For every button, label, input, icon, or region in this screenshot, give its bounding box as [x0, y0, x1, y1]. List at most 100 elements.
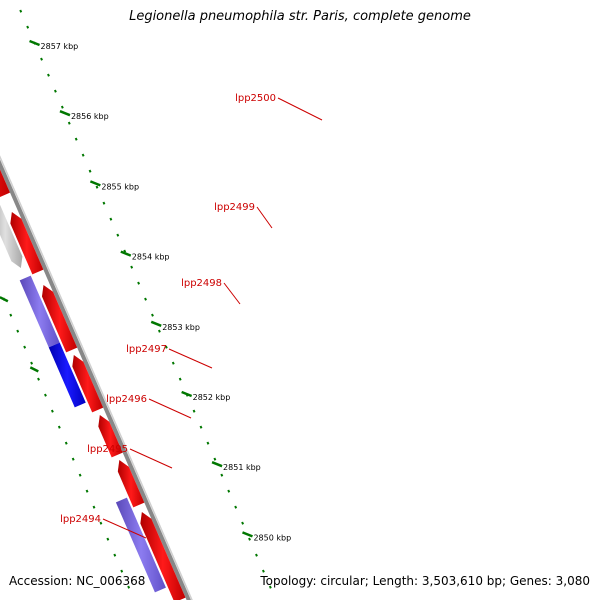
left-dotted-track-dot [9, 313, 13, 317]
right-dotted-track-dot [67, 121, 71, 125]
scale-tick-label: 2856 kbp [71, 112, 109, 121]
right-dotted-track-dot [81, 153, 85, 157]
right-dotted-track-dot [53, 89, 57, 93]
gene-leader-line [102, 518, 147, 539]
left-dotted-track-dot [99, 521, 103, 525]
right-dotted-track-dot [206, 441, 210, 445]
forward-gene-block [140, 512, 186, 600]
reverse-gene-block [115, 497, 166, 593]
scale-tick-label: 2857 kbp [41, 42, 79, 51]
left-dotted-track-dot [57, 425, 61, 429]
sequence-backbone-highlight [0, 155, 193, 600]
gene-leader-line [168, 348, 213, 369]
right-dotted-track-dot [199, 425, 203, 429]
left-dotted-track-dot [23, 345, 27, 349]
right-dotted-track-dot [151, 313, 154, 317]
right-dotted-track-dot [74, 137, 78, 141]
right-dotted-track-dot [241, 521, 245, 525]
forward-gene-block [117, 460, 145, 508]
left-dotted-track-dot [44, 393, 47, 397]
right-dotted-track-dot [255, 553, 258, 557]
right-dotted-track-dot [171, 361, 175, 365]
gene-label-lpp2495: lpp2495 [87, 444, 128, 455]
left-dotted-track-dot [78, 473, 82, 477]
right-dotted-track-dot [47, 73, 50, 77]
scale-tick [89, 180, 101, 187]
gene-leader-line [256, 206, 273, 229]
left-dotted-track-dot [113, 553, 117, 557]
left-dotted-track-dot [85, 489, 89, 493]
gene-label-lpp2500: lpp2500 [235, 93, 276, 104]
right-dotted-track-dot [213, 457, 217, 461]
forward-gene-block [72, 355, 104, 413]
scale-tick-label: 2850 kbp [253, 533, 291, 542]
scale-tick [211, 461, 223, 468]
right-dotted-track-dot [178, 377, 182, 381]
right-dotted-track-dot [227, 489, 231, 493]
right-dotted-track-dot [268, 585, 272, 589]
right-dotted-track-dot [95, 185, 99, 189]
gene-label-lpp2497: lpp2497 [126, 344, 167, 355]
forward-gene-block [10, 212, 44, 275]
scale-tick [242, 531, 253, 538]
right-dotted-track-dot [234, 505, 238, 509]
right-dotted-track-dot [144, 297, 147, 301]
reverse-gene-block [0, 204, 23, 268]
left-dotted-track-dot [37, 377, 40, 381]
reverse-gene-block [48, 342, 86, 408]
scale-tick [29, 39, 41, 47]
scale-tick-label: 2854 kbp [132, 253, 170, 262]
scale-tick-left [29, 366, 39, 373]
gene-leader-line [129, 448, 173, 469]
right-dotted-track-dot [248, 537, 251, 541]
gene-leader-line [277, 97, 323, 121]
scale-tick [120, 250, 132, 257]
accession-text: Accession: NC_006368 [9, 574, 146, 588]
scale-tick-label: 2853 kbp [162, 323, 200, 332]
scale-tick-label: 2852 kbp [193, 393, 231, 402]
scale-tick-label: 2855 kbp [101, 182, 139, 191]
right-dotted-track-dot [19, 9, 23, 13]
gene-label-lpp2496: lpp2496 [106, 394, 147, 405]
forward-gene-block [0, 169, 11, 197]
right-dotted-track-dot [220, 473, 224, 477]
map-title: Legionella pneumophila str. Paris, compl… [129, 9, 471, 24]
right-dotted-track-dot [109, 217, 113, 221]
sequence-backbone [0, 159, 191, 600]
scale-tick-label: 2851 kbp [223, 463, 261, 472]
left-dotted-track-dot [92, 505, 96, 509]
gene-label-lpp2498: lpp2498 [181, 278, 222, 289]
right-dotted-track-dot [192, 409, 196, 413]
scale-tick-left [0, 296, 9, 303]
gene-label-lpp2494: lpp2494 [60, 514, 101, 525]
left-dotted-track-dot [71, 457, 75, 461]
right-dotted-track-dot [123, 249, 127, 253]
forward-gene-block [41, 285, 78, 353]
right-dotted-track-dot [116, 233, 120, 237]
genome-summary-text: Topology: circular; Length: 3,503,610 bp… [260, 574, 590, 588]
forward-gene-block [98, 415, 123, 458]
left-dotted-track-dot [16, 329, 20, 333]
left-dotted-track-dot [127, 585, 131, 589]
gene-leader-line [148, 398, 192, 419]
right-dotted-track-dot [164, 345, 168, 349]
right-dotted-track-dot [130, 265, 134, 269]
scale-tick [59, 110, 71, 117]
right-dotted-track-dot [102, 201, 106, 205]
right-dotted-track-dot [26, 25, 30, 29]
reverse-gene-block [19, 275, 60, 348]
right-dotted-track-dot [261, 569, 265, 573]
gene-label-lpp2499: lpp2499 [214, 202, 255, 213]
left-dotted-track-dot [50, 409, 54, 413]
right-dotted-track-dot [88, 169, 92, 173]
right-dotted-track-dot [137, 281, 141, 285]
left-dotted-track-dot [120, 569, 124, 573]
scale-tick [150, 320, 162, 327]
right-dotted-track-dot [40, 57, 43, 61]
left-dotted-track-dot [30, 361, 34, 365]
left-dotted-track-dot [64, 441, 68, 445]
left-dotted-track-dot [106, 537, 110, 541]
right-dotted-track-dot [60, 105, 64, 109]
